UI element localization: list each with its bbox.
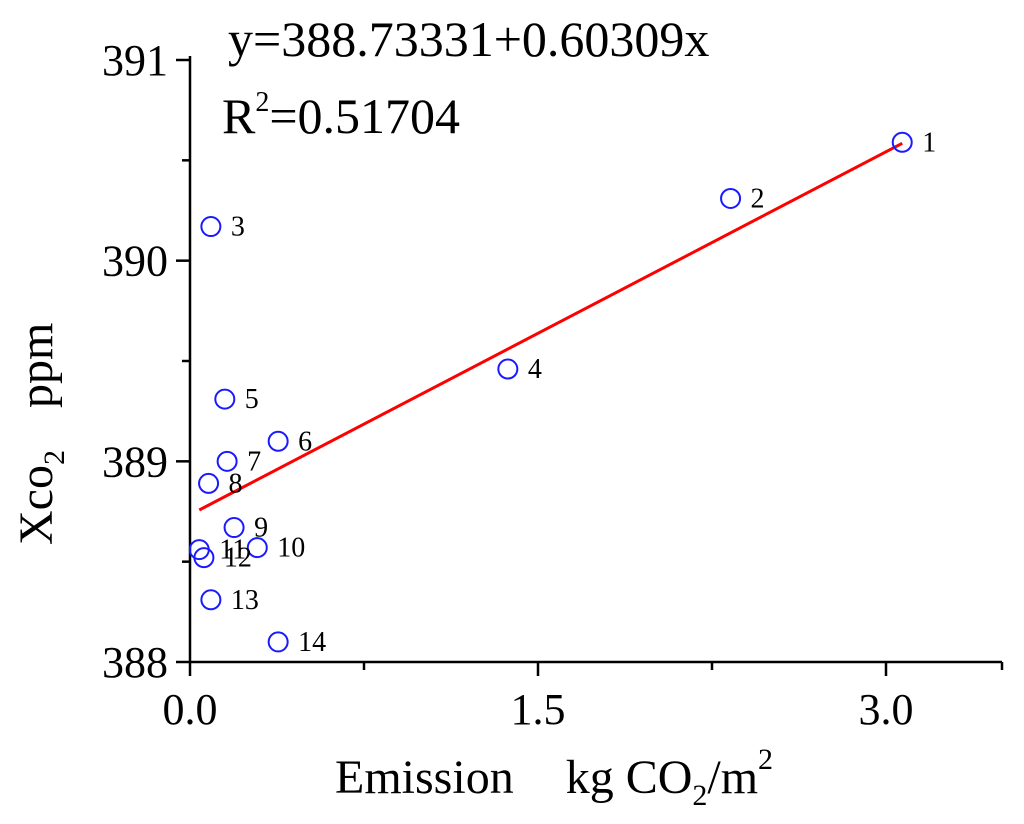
x-axis-unit-mid: /m bbox=[707, 751, 758, 804]
point-label: 3 bbox=[231, 212, 245, 243]
regression-equation: y=388.73331+0.60309x bbox=[228, 11, 709, 67]
data-points bbox=[188, 131, 913, 653]
x-axis-title: Emission kg CO2/m2 bbox=[335, 743, 773, 812]
data-point bbox=[223, 517, 245, 539]
data-point bbox=[200, 216, 222, 238]
r-squared: R2=0.51704 bbox=[222, 87, 460, 144]
r-squared-value: =0.51704 bbox=[269, 88, 460, 144]
point-label: 8 bbox=[229, 468, 243, 499]
y-tick-label: 391 bbox=[102, 36, 168, 85]
x-tick-label: 0.0 bbox=[163, 685, 218, 734]
x-tick-label: 3.0 bbox=[859, 685, 914, 734]
point-label: 12 bbox=[224, 543, 252, 574]
axes bbox=[188, 56, 1002, 664]
r-squared-sup: 2 bbox=[255, 87, 269, 118]
data-point bbox=[720, 187, 742, 209]
y-tick-label: 388 bbox=[102, 638, 168, 687]
point-label: 6 bbox=[298, 426, 312, 457]
point-label: 2 bbox=[751, 183, 765, 214]
data-point bbox=[200, 589, 222, 611]
point-label: 13 bbox=[231, 585, 259, 616]
point-label: 1 bbox=[922, 127, 936, 158]
point-label: 7 bbox=[247, 446, 261, 477]
data-point bbox=[216, 450, 238, 472]
point-label: 4 bbox=[528, 354, 542, 385]
x-tick-label: 1.5 bbox=[511, 685, 566, 734]
data-point bbox=[497, 358, 519, 380]
point-label: 9 bbox=[254, 513, 268, 544]
y-tick-label: 389 bbox=[102, 437, 168, 486]
x-axis-unit-sup: 2 bbox=[758, 743, 773, 776]
x-axis-unit-main: kg CO bbox=[566, 751, 693, 804]
data-point bbox=[267, 631, 289, 653]
data-point bbox=[267, 430, 289, 452]
data-point bbox=[246, 537, 268, 559]
point-label: 14 bbox=[298, 627, 326, 658]
x-axis-label: Emission bbox=[335, 751, 514, 804]
point-label: 11 bbox=[219, 535, 246, 566]
y-tick-label: 390 bbox=[102, 237, 168, 286]
y-axis-unit: ppm bbox=[10, 323, 63, 408]
y-axis-label: Xco bbox=[10, 465, 63, 545]
data-point bbox=[193, 547, 215, 569]
regression-line bbox=[198, 141, 903, 512]
data-point bbox=[198, 472, 220, 494]
point-label: 10 bbox=[277, 533, 305, 564]
point-label: 5 bbox=[245, 384, 259, 415]
y-axis-title: Xco2 ppm bbox=[10, 323, 71, 545]
y-axis-label-sub: 2 bbox=[38, 450, 71, 465]
data-point bbox=[214, 388, 236, 410]
r-squared-label: R bbox=[222, 88, 256, 144]
x-axis-unit-sub: 2 bbox=[692, 779, 707, 812]
ticks bbox=[176, 58, 1004, 676]
data-point bbox=[891, 131, 913, 153]
